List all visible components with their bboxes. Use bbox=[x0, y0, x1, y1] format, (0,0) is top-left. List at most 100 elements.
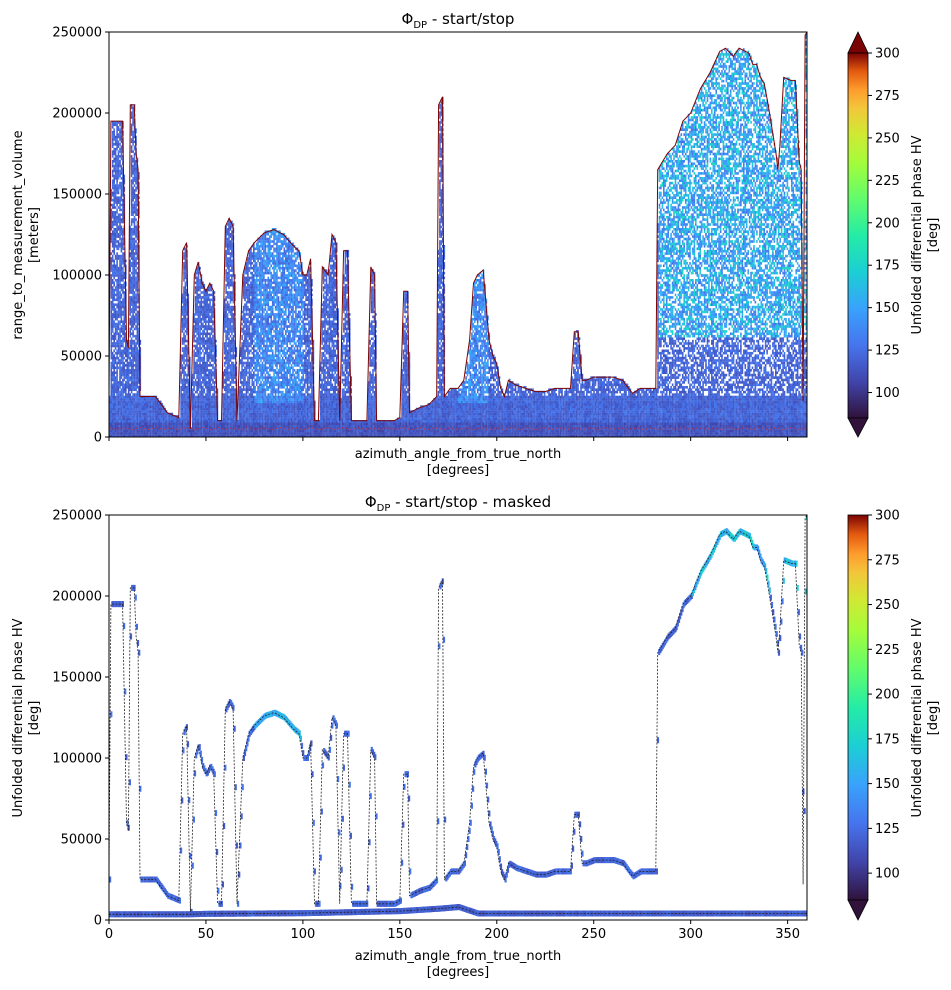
heatmap-cell bbox=[124, 316, 126, 319]
heatmap-cell bbox=[209, 335, 211, 338]
heatmap-cell bbox=[249, 357, 251, 360]
heatmap-cell bbox=[111, 223, 113, 226]
heatmap-cell bbox=[121, 354, 123, 357]
heatmap-cell bbox=[158, 418, 160, 421]
heatmap-cell bbox=[183, 257, 185, 260]
heatmap-cell bbox=[254, 388, 256, 391]
heatmap-cell bbox=[119, 221, 121, 224]
heatmap-cell bbox=[137, 369, 139, 372]
heatmap-cell bbox=[228, 354, 230, 357]
heatmap-cell bbox=[199, 294, 201, 297]
heatmap-cell bbox=[131, 328, 133, 331]
heatmap-cell bbox=[252, 262, 254, 265]
heatmap-cell bbox=[234, 369, 236, 372]
heatmap-cell bbox=[182, 311, 184, 314]
heatmap-cell bbox=[212, 418, 214, 421]
heatmap-cell bbox=[225, 386, 227, 389]
heatmap-cell bbox=[204, 357, 206, 360]
heatmap-cell bbox=[212, 381, 214, 384]
heatmap-cell bbox=[201, 301, 203, 304]
heatmap-cell bbox=[253, 301, 255, 304]
heatmap-cell bbox=[227, 386, 229, 389]
heatmap-cell bbox=[186, 393, 188, 396]
heatmap-cell bbox=[193, 403, 195, 406]
heatmap-cell bbox=[115, 233, 117, 236]
heatmap-cell bbox=[241, 364, 243, 367]
heatmap-cell bbox=[183, 252, 185, 255]
heatmap-cell bbox=[186, 422, 188, 425]
heatmap-cell bbox=[185, 299, 187, 302]
heatmap-cell bbox=[252, 335, 254, 338]
heatmap-cell bbox=[121, 405, 123, 408]
heatmap-cell bbox=[132, 267, 134, 270]
heatmap-cell bbox=[113, 313, 115, 316]
heatmap-cell bbox=[208, 410, 210, 413]
heatmap-cell bbox=[122, 396, 124, 399]
heatmap-cell bbox=[225, 265, 227, 268]
heatmap-cell bbox=[147, 432, 149, 435]
heatmap-cell bbox=[230, 432, 232, 435]
heatmap-cell bbox=[201, 396, 203, 399]
heatmap-cell bbox=[124, 420, 126, 423]
heatmap-cell bbox=[199, 403, 201, 406]
heatmap-cell bbox=[201, 432, 203, 435]
heatmap-cell bbox=[250, 357, 252, 360]
heatmap-cell bbox=[119, 131, 121, 134]
heatmap-cell bbox=[249, 252, 251, 255]
heatmap-cell bbox=[227, 379, 229, 382]
heatmap-cell bbox=[201, 369, 203, 372]
heatmap-cell bbox=[132, 209, 134, 212]
heatmap-cell bbox=[202, 316, 204, 319]
heatmap-cell bbox=[253, 260, 255, 263]
heatmap-cell bbox=[111, 267, 113, 270]
heatmap-cell bbox=[132, 213, 134, 216]
heatmap-cell bbox=[122, 337, 124, 340]
heatmap-cell bbox=[225, 413, 227, 416]
heatmap-cell bbox=[247, 279, 249, 282]
heatmap-cell bbox=[135, 260, 137, 263]
heatmap-cell bbox=[116, 179, 118, 182]
heatmap-cell bbox=[253, 255, 255, 258]
heatmap-cell bbox=[129, 386, 131, 389]
heatmap-cell bbox=[252, 376, 254, 379]
heatmap-cell bbox=[249, 367, 251, 370]
heatmap-cell bbox=[249, 393, 251, 396]
heatmap-cell bbox=[115, 240, 117, 243]
heatmap-cell bbox=[124, 408, 126, 411]
heatmap-cell bbox=[211, 340, 213, 343]
heatmap-cell bbox=[127, 425, 129, 428]
heatmap-cell bbox=[206, 342, 208, 345]
heatmap-cell bbox=[125, 350, 127, 353]
heatmap-cell bbox=[132, 294, 134, 297]
heatmap-cell bbox=[131, 250, 133, 253]
heatmap-cell bbox=[209, 405, 211, 408]
heatmap-cell bbox=[116, 299, 118, 302]
heatmap-cell bbox=[246, 325, 248, 328]
heatmap-cell bbox=[201, 337, 203, 340]
heatmap-cell bbox=[230, 425, 232, 428]
heatmap-cell bbox=[137, 250, 139, 253]
heatmap-cell bbox=[118, 323, 120, 326]
heatmap-cell bbox=[225, 316, 227, 319]
heatmap-cell bbox=[112, 233, 114, 236]
heatmap-cell bbox=[256, 342, 258, 345]
heatmap-cell bbox=[129, 265, 131, 268]
heatmap-cell bbox=[119, 267, 121, 270]
heatmap-cell bbox=[227, 359, 229, 362]
heatmap-cell bbox=[208, 371, 210, 374]
heatmap-cell bbox=[131, 308, 133, 311]
heatmap-cell bbox=[111, 376, 113, 379]
heatmap-cell bbox=[204, 362, 206, 365]
heatmap-cell bbox=[121, 415, 123, 418]
heatmap-cell bbox=[246, 347, 248, 350]
heatmap-cell bbox=[249, 269, 251, 272]
heatmap-cell bbox=[122, 391, 124, 394]
heatmap-cell bbox=[249, 413, 251, 416]
heatmap-cell bbox=[132, 333, 134, 336]
heatmap-cell bbox=[166, 418, 168, 421]
heatmap-cell bbox=[182, 379, 184, 382]
heatmap-cell bbox=[208, 294, 210, 297]
heatmap-cell bbox=[240, 408, 242, 411]
heatmap-cell bbox=[115, 177, 117, 180]
heatmap-cell bbox=[112, 179, 114, 182]
